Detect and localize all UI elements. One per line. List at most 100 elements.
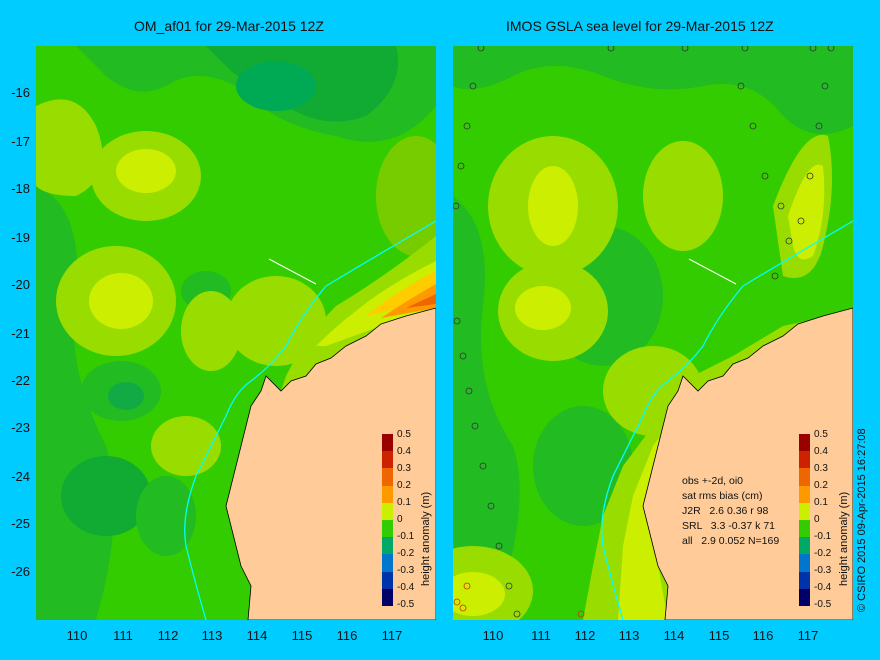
lon-tick: 113 xyxy=(201,628,223,643)
colorbar-segment xyxy=(382,434,393,452)
stats-block: obs +-2d, oi0 sat rms bias (cm) J2R 2.6 … xyxy=(682,474,779,549)
stats-line: all 2.9 0.052 N=169 xyxy=(682,535,780,547)
contour-blob xyxy=(136,476,196,556)
colorbar-tick: -0.2 xyxy=(814,548,832,559)
lon-tick: 117 xyxy=(797,628,819,643)
colorbar-segment xyxy=(799,451,810,469)
lat-tick: -19 xyxy=(11,230,30,245)
coastal-band xyxy=(316,261,436,346)
lon-tick: 115 xyxy=(708,628,730,643)
transect-line xyxy=(268,258,317,285)
lon-tick: 116 xyxy=(336,628,358,643)
lon-tick: 113 xyxy=(618,628,640,643)
colorbar-tick: 0.2 xyxy=(814,480,828,491)
contour-blob xyxy=(528,166,578,246)
right-map-panel xyxy=(453,46,853,620)
lon-tick: 111 xyxy=(531,628,551,643)
colorbar-tick: 0 xyxy=(397,514,403,525)
lon-tick: 112 xyxy=(157,628,179,643)
lon-tick: 116 xyxy=(752,628,774,643)
colorbar-segment xyxy=(799,519,810,538)
colorbar-segment xyxy=(799,537,810,555)
left-panel-title: OM_af01 for 29-Mar-2015 12Z xyxy=(134,18,324,34)
colorbar-tick: 0.4 xyxy=(814,446,828,457)
contour-blob xyxy=(61,456,151,536)
contour-blob xyxy=(643,141,723,251)
contour-blob xyxy=(515,286,571,330)
lon-tick: 110 xyxy=(66,628,88,643)
contour-blob xyxy=(788,164,825,260)
stats-line: J2R 2.6 0.36 r 98 xyxy=(682,505,769,517)
colorbar-segment xyxy=(799,588,810,606)
contour-blob xyxy=(226,276,326,366)
lat-tick: -24 xyxy=(11,469,30,484)
colorbar-segment xyxy=(382,485,393,503)
lat-tick: -23 xyxy=(11,420,30,435)
contour-blob xyxy=(108,382,144,410)
colorbar-segment xyxy=(799,571,810,589)
colorbar-tick: -0.5 xyxy=(397,599,415,610)
colorbar-segment xyxy=(382,468,393,486)
colorbar-tick: 0.3 xyxy=(397,463,411,474)
coastal-band xyxy=(381,284,436,318)
colorbar-tick: 0.1 xyxy=(814,497,828,508)
colorbar-tick: -0.3 xyxy=(397,565,415,576)
lat-tick: -18 xyxy=(11,181,30,196)
contour-blob xyxy=(453,196,520,620)
contour-blob xyxy=(453,46,853,134)
colorbar-tick: -0.2 xyxy=(397,548,415,559)
transect-line xyxy=(688,258,737,285)
colorbar-segment xyxy=(799,502,810,520)
colorbar-tick: 0.5 xyxy=(397,429,411,440)
contour-blob xyxy=(236,61,316,111)
contour-blob xyxy=(376,136,436,256)
lon-tick: 117 xyxy=(381,628,403,643)
lat-tick: -16 xyxy=(11,85,30,100)
colorbar-segment xyxy=(382,571,393,589)
left-map-svg xyxy=(36,46,436,620)
colorbar-tick: -0.4 xyxy=(397,582,415,593)
colorbar-tick: -0.5 xyxy=(814,599,832,610)
colorbar-segment xyxy=(799,468,810,486)
lon-tick: 114 xyxy=(663,628,685,643)
colorbar-tick: -0.3 xyxy=(814,565,832,576)
lon-tick: 114 xyxy=(246,628,268,643)
colorbar-tick: 0.1 xyxy=(397,497,411,508)
lat-tick: -25 xyxy=(11,516,30,531)
right-colorbar-label: height anomaly (m) xyxy=(838,491,850,586)
colorbar-segment xyxy=(382,537,393,555)
colorbar-segment xyxy=(382,502,393,520)
lat-tick: -17 xyxy=(11,134,30,149)
left-colorbar xyxy=(382,434,393,606)
colorbar-segment xyxy=(382,588,393,606)
contour-blob xyxy=(116,149,176,193)
track-markers xyxy=(453,46,835,618)
lat-tick: -26 xyxy=(11,564,30,579)
lat-tick: -20 xyxy=(11,277,30,292)
lat-tick: -22 xyxy=(11,373,30,388)
colorbar-segment xyxy=(382,519,393,538)
credit-text: © CSIRO 2015 09-Apr-2015 16:27:08 xyxy=(856,428,868,612)
colorbar-tick: 0.3 xyxy=(814,463,828,474)
colorbar-tick: 0.5 xyxy=(814,429,828,440)
shelf-line xyxy=(601,220,853,620)
stats-line: obs +-2d, oi0 xyxy=(682,475,744,487)
colorbar-tick: 0 xyxy=(814,514,820,525)
lon-tick: 111 xyxy=(113,628,133,643)
right-map-svg xyxy=(453,46,853,620)
coastal-band xyxy=(406,294,436,308)
lat-tick: -21 xyxy=(11,326,30,341)
colorbar-segment xyxy=(382,554,393,572)
stats-line: SRL 3.3 -0.37 k 71 xyxy=(682,520,775,532)
left-colorbar-label: height anomaly (m) xyxy=(420,491,432,586)
stats-line: sat rms bias (cm) xyxy=(682,490,763,502)
colorbar-segment xyxy=(799,434,810,452)
lon-tick: 112 xyxy=(574,628,596,643)
shelf-line xyxy=(184,220,436,620)
colorbar-tick: 0.4 xyxy=(397,446,411,457)
colorbar-tick: 0.2 xyxy=(397,480,411,491)
right-colorbar xyxy=(799,434,810,606)
colorbar-tick: -0.1 xyxy=(814,531,832,542)
contour-blob xyxy=(181,291,241,371)
track-markers-red xyxy=(453,582,585,618)
